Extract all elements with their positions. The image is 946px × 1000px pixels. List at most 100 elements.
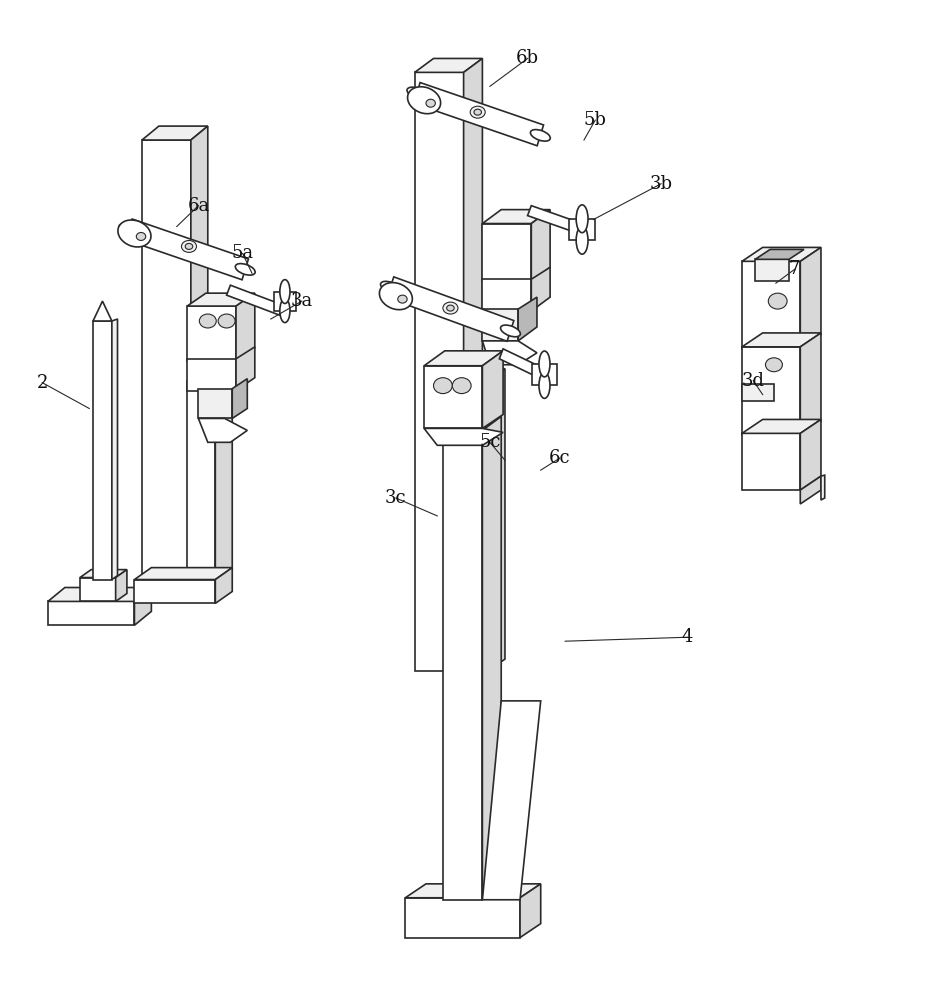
Polygon shape bbox=[48, 601, 134, 625]
Ellipse shape bbox=[380, 281, 400, 293]
Polygon shape bbox=[482, 210, 551, 224]
Polygon shape bbox=[464, 58, 482, 671]
Polygon shape bbox=[216, 568, 233, 603]
Polygon shape bbox=[191, 126, 208, 582]
Text: 3b: 3b bbox=[650, 175, 673, 193]
Polygon shape bbox=[532, 267, 551, 311]
Polygon shape bbox=[755, 259, 789, 281]
Polygon shape bbox=[443, 416, 501, 430]
Ellipse shape bbox=[426, 99, 435, 107]
Polygon shape bbox=[187, 293, 254, 306]
Polygon shape bbox=[518, 297, 537, 341]
Polygon shape bbox=[569, 219, 595, 240]
Polygon shape bbox=[79, 570, 127, 578]
Text: 4: 4 bbox=[682, 628, 693, 646]
Ellipse shape bbox=[280, 299, 290, 323]
Text: 3a: 3a bbox=[290, 292, 313, 310]
Polygon shape bbox=[742, 433, 800, 490]
Ellipse shape bbox=[443, 302, 458, 314]
Polygon shape bbox=[405, 898, 520, 938]
Ellipse shape bbox=[433, 378, 452, 394]
Polygon shape bbox=[424, 351, 503, 366]
Polygon shape bbox=[134, 568, 233, 580]
Polygon shape bbox=[482, 279, 532, 311]
Ellipse shape bbox=[576, 226, 588, 254]
Polygon shape bbox=[458, 381, 488, 671]
Polygon shape bbox=[216, 369, 233, 582]
Polygon shape bbox=[520, 884, 541, 938]
Ellipse shape bbox=[765, 358, 782, 372]
Polygon shape bbox=[458, 369, 505, 381]
Polygon shape bbox=[482, 309, 518, 341]
Ellipse shape bbox=[200, 314, 217, 328]
Polygon shape bbox=[187, 306, 236, 361]
Text: 5a: 5a bbox=[232, 244, 254, 262]
Polygon shape bbox=[755, 249, 804, 259]
Polygon shape bbox=[115, 570, 127, 601]
Polygon shape bbox=[800, 247, 821, 349]
Polygon shape bbox=[414, 58, 482, 72]
Polygon shape bbox=[742, 261, 800, 349]
Polygon shape bbox=[742, 347, 800, 435]
Ellipse shape bbox=[280, 280, 290, 303]
Ellipse shape bbox=[397, 295, 407, 303]
Polygon shape bbox=[488, 369, 505, 671]
Polygon shape bbox=[236, 347, 254, 391]
Polygon shape bbox=[142, 126, 208, 140]
Ellipse shape bbox=[408, 87, 441, 114]
Text: 7: 7 bbox=[789, 260, 800, 278]
Ellipse shape bbox=[500, 325, 520, 337]
Polygon shape bbox=[532, 210, 551, 281]
Polygon shape bbox=[236, 293, 254, 361]
Polygon shape bbox=[79, 578, 115, 601]
Text: 6b: 6b bbox=[517, 49, 539, 67]
Polygon shape bbox=[443, 430, 482, 900]
Ellipse shape bbox=[531, 130, 551, 141]
Polygon shape bbox=[482, 341, 537, 365]
Polygon shape bbox=[800, 333, 821, 435]
Text: 6a: 6a bbox=[187, 197, 209, 215]
Polygon shape bbox=[187, 359, 236, 391]
Polygon shape bbox=[273, 292, 296, 311]
Text: 2: 2 bbox=[37, 374, 48, 392]
Ellipse shape bbox=[119, 224, 139, 235]
Polygon shape bbox=[405, 884, 541, 898]
Ellipse shape bbox=[768, 293, 787, 309]
Ellipse shape bbox=[539, 351, 550, 377]
Ellipse shape bbox=[539, 373, 550, 398]
Ellipse shape bbox=[219, 314, 235, 328]
Polygon shape bbox=[48, 588, 151, 601]
Polygon shape bbox=[134, 580, 216, 603]
Ellipse shape bbox=[407, 87, 427, 99]
Polygon shape bbox=[142, 140, 191, 582]
Polygon shape bbox=[742, 419, 821, 433]
Polygon shape bbox=[387, 277, 514, 341]
Polygon shape bbox=[533, 364, 556, 385]
Ellipse shape bbox=[236, 264, 255, 275]
Ellipse shape bbox=[182, 240, 197, 252]
Text: 5b: 5b bbox=[584, 111, 606, 129]
Polygon shape bbox=[482, 416, 501, 900]
Polygon shape bbox=[233, 379, 247, 418]
Polygon shape bbox=[742, 384, 774, 401]
Polygon shape bbox=[800, 419, 821, 490]
Polygon shape bbox=[134, 588, 151, 625]
Polygon shape bbox=[199, 389, 233, 418]
Text: 6c: 6c bbox=[549, 449, 570, 467]
Ellipse shape bbox=[447, 305, 454, 311]
Polygon shape bbox=[126, 219, 249, 280]
Polygon shape bbox=[482, 351, 503, 428]
Text: 3d: 3d bbox=[742, 372, 764, 390]
Polygon shape bbox=[424, 428, 503, 445]
Ellipse shape bbox=[118, 220, 151, 247]
Polygon shape bbox=[187, 381, 216, 582]
Text: 3c: 3c bbox=[385, 489, 407, 507]
Polygon shape bbox=[821, 475, 825, 500]
Ellipse shape bbox=[576, 205, 588, 233]
Polygon shape bbox=[424, 366, 482, 428]
Text: 5c: 5c bbox=[480, 433, 500, 451]
Polygon shape bbox=[93, 301, 112, 321]
Polygon shape bbox=[482, 224, 532, 281]
Polygon shape bbox=[227, 285, 283, 315]
Polygon shape bbox=[482, 701, 541, 900]
